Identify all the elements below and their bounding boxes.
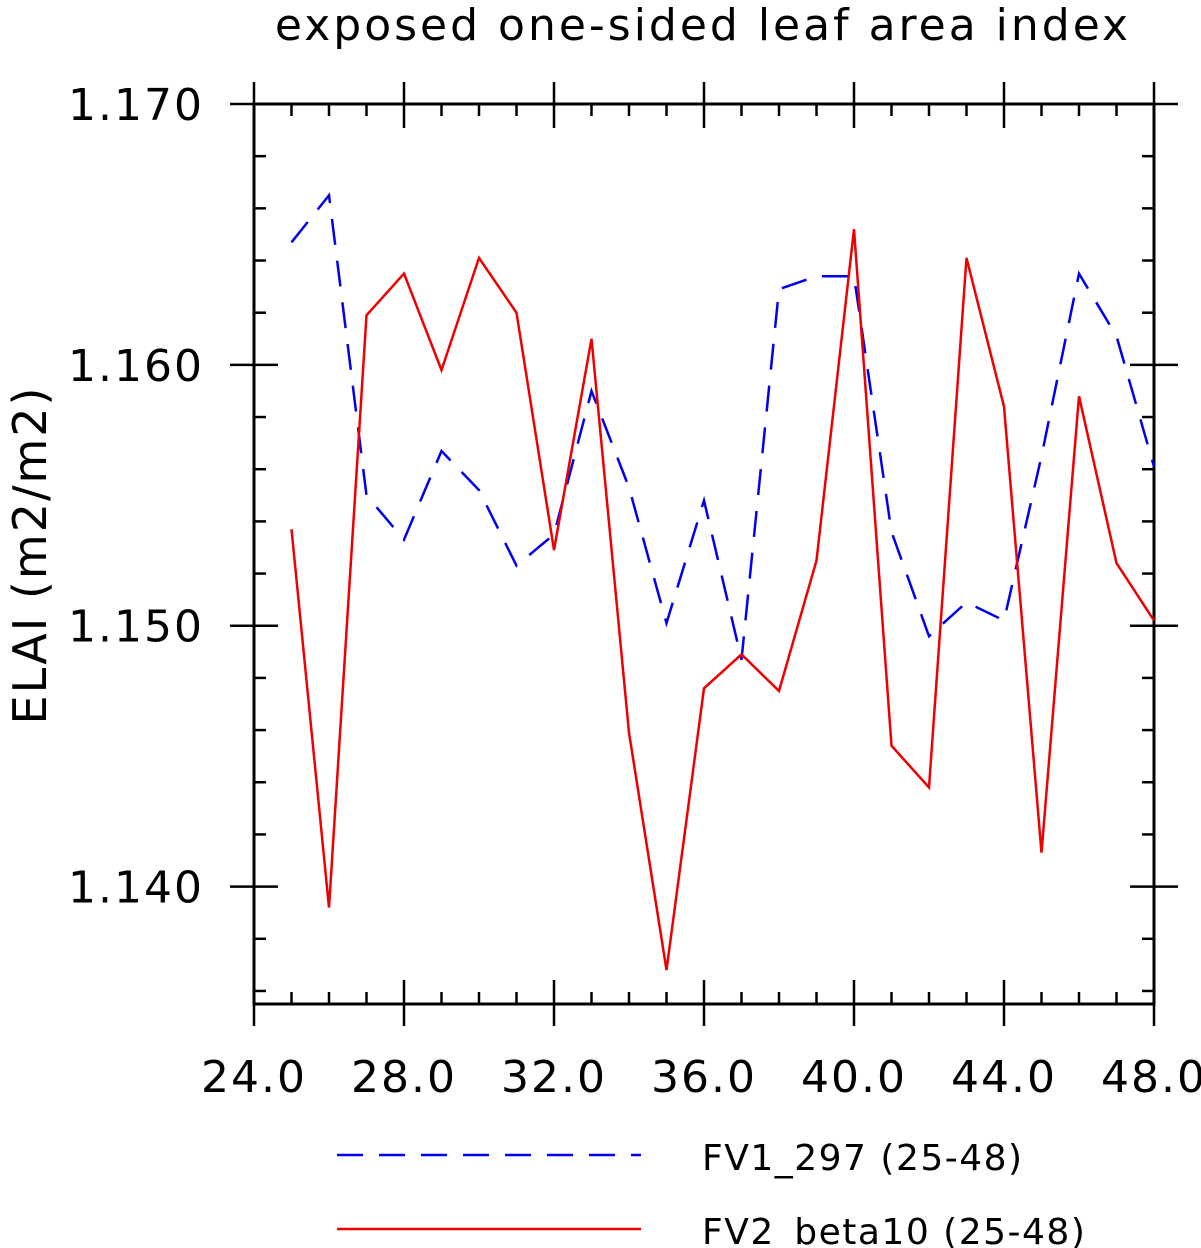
x-tick-label: 36.0 [651,1052,757,1103]
x-tick-label: 32.0 [501,1052,607,1103]
x-tick-label: 44.0 [951,1052,1057,1103]
series-layer [290,192,1156,971]
x-tick-label: 40.0 [801,1052,907,1103]
x-tick-label: 48.0 [1101,1052,1201,1103]
legend-label-1: FV1_297 (25-48) [702,1138,1024,1179]
series-line-1 [290,192,1156,660]
y-tick-label: 1.140 [68,863,204,914]
y-tick-label: 1.150 [68,602,204,653]
x-tick-label: 28.0 [351,1052,457,1103]
x-tick-label: 24.0 [201,1052,307,1103]
y-axis: 1.140 1.150 1.160 1.170 [68,80,1178,993]
y-tick-label: 1.160 [68,341,204,392]
chart-title: exposed one-sided leaf area index [275,0,1131,51]
x-axis: 24.0 28.0 32.0 36.0 40.0 44.0 48.0 [201,82,1201,1103]
legend: FV1_297 (25-48) FV2_beta10 (25-48) [337,1138,1086,1248]
series-line-2 [290,229,1156,971]
y-axis-label: ELAI (m2/m2) [3,386,57,725]
y-tick-label: 1.170 [68,80,204,131]
legend-label-2: FV2_beta10 (25-48) [702,1212,1086,1248]
